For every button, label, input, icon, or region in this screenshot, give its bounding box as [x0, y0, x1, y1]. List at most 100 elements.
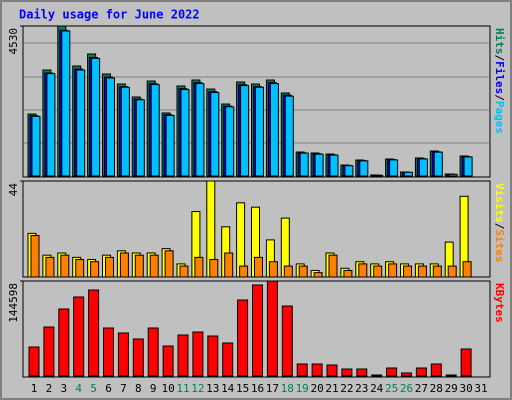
- x-tick-label: 18: [281, 382, 294, 395]
- bar: [31, 115, 41, 177]
- x-tick-label: 10: [161, 382, 174, 395]
- legend-separator: /: [493, 55, 506, 62]
- bar: [106, 77, 115, 177]
- bar: [60, 254, 70, 278]
- bar: [463, 156, 473, 177]
- bar: [460, 348, 472, 377]
- bar: [135, 99, 145, 177]
- bar: [210, 92, 220, 177]
- bar: [462, 261, 472, 278]
- y-tick-label: 4530: [7, 28, 20, 55]
- bar: [73, 296, 85, 377]
- bar: [358, 263, 368, 278]
- bar: [28, 346, 40, 377]
- bar: [120, 86, 130, 177]
- x-tick-label: 14: [221, 382, 235, 395]
- x-tick-label: 22: [340, 382, 353, 395]
- bar: [75, 259, 85, 278]
- x-tick-label: 8: [135, 382, 142, 395]
- x-tick-label: 2: [46, 382, 53, 395]
- bar: [76, 69, 86, 177]
- bar: [432, 265, 442, 278]
- bar: [433, 151, 443, 177]
- bar: [192, 331, 204, 377]
- bar: [209, 259, 219, 278]
- bar: [329, 154, 339, 177]
- x-tick-label: 28: [430, 382, 443, 395]
- bar: [344, 165, 354, 177]
- x-tick-label: 7: [120, 382, 127, 395]
- bar: [134, 254, 144, 278]
- bar: [165, 114, 175, 177]
- legend-entry: Pages: [493, 101, 506, 134]
- bar: [164, 250, 174, 278]
- bar: [43, 326, 55, 377]
- x-tick-label: 12: [191, 382, 204, 395]
- x-tick-label: 19: [296, 382, 309, 395]
- bar: [371, 374, 383, 377]
- bar: [88, 289, 100, 377]
- bar: [284, 95, 294, 177]
- bar: [30, 235, 40, 278]
- bar: [132, 338, 144, 377]
- bar: [328, 254, 338, 278]
- bar: [356, 368, 368, 377]
- bar: [266, 280, 278, 377]
- bar: [162, 345, 174, 377]
- bar: [447, 265, 457, 278]
- bar: [374, 174, 384, 177]
- bar: [313, 272, 323, 278]
- bar: [46, 73, 56, 177]
- bar: [225, 106, 235, 177]
- x-tick-label: 9: [150, 382, 157, 395]
- bar: [314, 153, 324, 177]
- bar: [91, 57, 101, 177]
- x-tick-label: 20: [310, 382, 323, 395]
- x-tick-label: 5: [90, 382, 97, 395]
- legend: KBytes: [493, 283, 506, 323]
- bar: [417, 265, 427, 278]
- bar: [415, 367, 427, 377]
- bar: [448, 173, 458, 177]
- bar: [404, 171, 413, 177]
- bar: [179, 265, 189, 278]
- bar: [403, 265, 412, 278]
- x-tick-label: 30: [459, 382, 472, 395]
- bar: [252, 284, 263, 377]
- bar: [255, 86, 264, 177]
- bar: [343, 269, 353, 278]
- chart-title: Daily usage for June 2022: [19, 8, 200, 22]
- bar: [239, 265, 249, 278]
- bar: [254, 256, 263, 278]
- legend-separator: /: [493, 223, 506, 230]
- x-tick-label: 17: [266, 382, 279, 395]
- bar: [373, 265, 383, 278]
- bar: [388, 263, 398, 278]
- bar: [61, 30, 71, 177]
- x-tick-label: 13: [206, 382, 219, 395]
- bar: [386, 367, 398, 377]
- bar: [281, 305, 293, 377]
- x-tick-label: 4: [75, 382, 82, 395]
- x-tick-label: 21: [325, 382, 338, 395]
- x-tick-label: 23: [355, 382, 368, 395]
- bar: [195, 83, 205, 177]
- legend-entry: Sites: [493, 229, 506, 262]
- bar: [224, 252, 234, 278]
- bar: [58, 308, 70, 377]
- bar: [90, 261, 100, 278]
- bar: [430, 363, 442, 377]
- x-tick-label: 26: [400, 382, 413, 395]
- bar: [117, 332, 129, 377]
- x-tick-label: 16: [251, 382, 264, 395]
- bar: [147, 327, 159, 377]
- bar: [149, 254, 159, 278]
- bar: [268, 261, 278, 278]
- bar: [105, 256, 114, 278]
- bar: [269, 83, 279, 177]
- bar: [401, 372, 412, 377]
- legend: Visits/Sites: [493, 183, 506, 263]
- bar: [341, 368, 353, 377]
- bar: [240, 85, 250, 177]
